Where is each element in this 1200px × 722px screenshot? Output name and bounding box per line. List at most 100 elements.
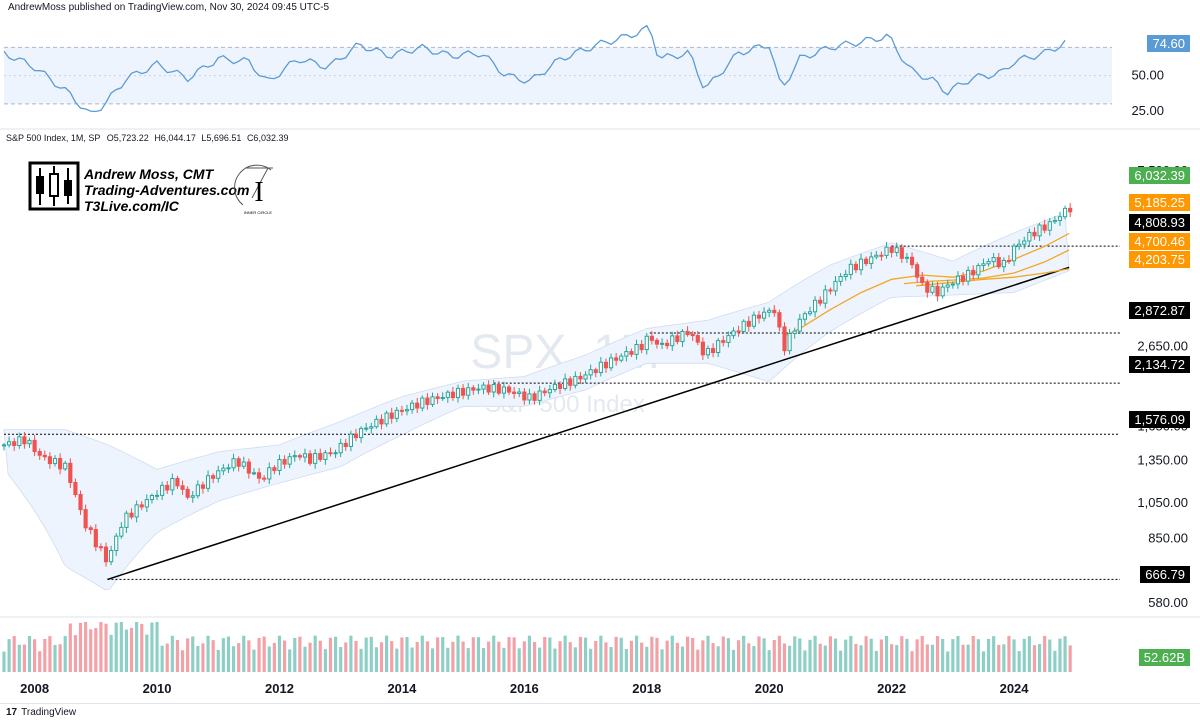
last-price-tag: 6,032.39 bbox=[1129, 167, 1190, 184]
volume-bar bbox=[155, 622, 159, 672]
volume-bar bbox=[38, 651, 42, 672]
volume-bar bbox=[446, 647, 450, 672]
candle-body bbox=[27, 439, 32, 445]
volume-bar bbox=[971, 636, 975, 672]
candle-body bbox=[420, 397, 425, 409]
tradingview-logo-icon: 17 bbox=[6, 707, 18, 718]
candle-body bbox=[1027, 231, 1032, 242]
legend-low: L5,696.51 bbox=[201, 133, 241, 143]
logo-caption: INNER CIRCLE bbox=[244, 210, 273, 215]
volume-bar bbox=[247, 640, 251, 672]
candle-body bbox=[598, 361, 603, 374]
candle-body bbox=[654, 339, 660, 345]
volume-bar bbox=[150, 622, 154, 672]
candle-body bbox=[471, 387, 476, 391]
legend-high: H6,044.17 bbox=[154, 133, 196, 143]
candle-body bbox=[619, 355, 624, 361]
volume-bar bbox=[721, 636, 725, 672]
volume-bar bbox=[94, 628, 98, 672]
candle-body bbox=[741, 320, 746, 332]
candle-body bbox=[966, 269, 971, 282]
volume-bar bbox=[685, 636, 690, 672]
volume-bar bbox=[925, 644, 929, 672]
candle-body bbox=[491, 384, 496, 393]
volume-bar bbox=[84, 622, 88, 672]
volume-bar bbox=[548, 637, 552, 672]
candle-body bbox=[894, 247, 899, 253]
candle-body bbox=[205, 475, 211, 489]
volume-bar bbox=[262, 636, 266, 672]
volume-bar bbox=[823, 645, 827, 672]
candle-body bbox=[813, 299, 818, 313]
volume-bar bbox=[201, 643, 205, 672]
volume-bar bbox=[186, 638, 190, 672]
candle-body bbox=[782, 326, 787, 352]
candle-body bbox=[313, 453, 318, 464]
volume-bar bbox=[78, 622, 83, 672]
volume-bar bbox=[675, 642, 679, 672]
volume-bar bbox=[1053, 650, 1057, 672]
volume-bar bbox=[354, 640, 358, 672]
candle-body bbox=[879, 254, 884, 257]
candle-body bbox=[149, 495, 155, 501]
volume-bar bbox=[206, 635, 210, 672]
volume-bar bbox=[1068, 645, 1072, 672]
candle-body bbox=[190, 495, 195, 498]
volume-bar bbox=[563, 635, 567, 672]
volume-bar bbox=[762, 638, 766, 672]
rsi-axis-label: 25.00 bbox=[1131, 103, 1164, 118]
candle-body bbox=[869, 256, 874, 265]
volume-bar bbox=[374, 647, 378, 672]
volume-bar bbox=[385, 635, 389, 672]
volume-bar bbox=[492, 635, 496, 672]
legend-symbol: S&P 500 Index, 1M, SP bbox=[6, 133, 100, 143]
volume-bar bbox=[619, 637, 623, 672]
candle-body bbox=[267, 467, 272, 480]
candle-body bbox=[1, 444, 7, 447]
candle-body bbox=[838, 275, 843, 282]
author-name: Andrew Moss, CMT bbox=[83, 166, 215, 182]
volume-bar bbox=[313, 635, 317, 672]
volume-bar bbox=[793, 636, 797, 672]
candle-body bbox=[216, 470, 221, 479]
candle-body bbox=[512, 391, 517, 394]
time-axis-label: 2018 bbox=[632, 681, 661, 696]
volume-bar bbox=[742, 635, 746, 672]
volume-bar bbox=[961, 644, 965, 672]
volume-bar bbox=[711, 643, 715, 672]
candle-body bbox=[277, 459, 282, 471]
volume-bar bbox=[568, 642, 572, 672]
volume-bar bbox=[538, 647, 542, 672]
volume-bar bbox=[680, 646, 685, 672]
volume-bar bbox=[456, 635, 460, 672]
volume-bar bbox=[512, 637, 516, 672]
volume-bar bbox=[828, 636, 832, 672]
volume-bar bbox=[726, 638, 730, 672]
time-axis-label: 2022 bbox=[877, 681, 906, 696]
candle-body bbox=[976, 265, 981, 276]
candle-body bbox=[1037, 224, 1042, 237]
volume-bar bbox=[813, 635, 817, 672]
volume-bar bbox=[140, 623, 144, 672]
candle-body bbox=[629, 351, 634, 355]
candle-body bbox=[114, 535, 119, 552]
volume-bar bbox=[43, 638, 47, 672]
volume-bar bbox=[211, 640, 215, 672]
volume-bar bbox=[798, 638, 802, 672]
volume-bar bbox=[517, 648, 521, 672]
time-axis-label: 2008 bbox=[20, 681, 49, 696]
volume-bar bbox=[1007, 635, 1011, 672]
candle-body bbox=[537, 390, 542, 401]
volume-bar bbox=[854, 643, 858, 672]
candle-body bbox=[578, 375, 583, 380]
spx-monthly-chart[interactable]: S&P 500 Index, 1M, SP O5,723.22 H6,044.1… bbox=[0, 16, 1200, 703]
volume-bar bbox=[915, 639, 919, 672]
volume-bar bbox=[487, 641, 491, 672]
volume-bar bbox=[242, 635, 246, 672]
candle-body bbox=[1022, 240, 1027, 245]
candle-body bbox=[517, 391, 522, 394]
candle-body bbox=[1017, 243, 1022, 247]
volume-bar bbox=[119, 622, 123, 672]
volume-bar bbox=[1012, 639, 1016, 672]
volume-bar bbox=[879, 639, 884, 672]
